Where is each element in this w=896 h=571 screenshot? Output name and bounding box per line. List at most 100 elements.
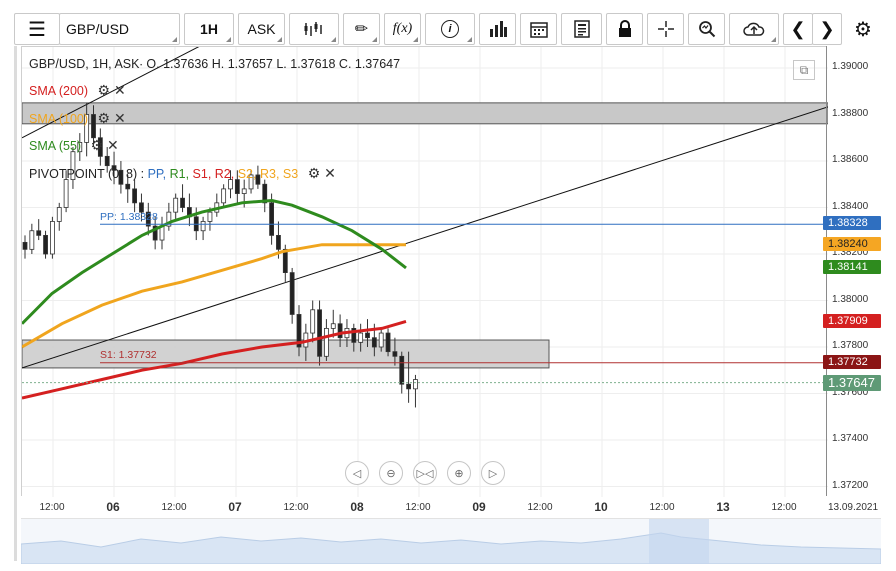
- info-button[interactable]: i: [425, 13, 475, 45]
- zoom-out-button[interactable]: ⊖: [379, 461, 403, 485]
- pivot-s3: S3: [282, 167, 299, 181]
- indicators-button[interactable]: [479, 13, 516, 45]
- candle-body: [36, 230, 42, 236]
- candle-body: [166, 211, 172, 227]
- lock-button[interactable]: [606, 13, 643, 45]
- news-icon: [573, 20, 590, 38]
- x-tick-label: 10: [594, 500, 608, 514]
- x-tick-label: 13: [716, 500, 730, 514]
- expand-button[interactable]: ⧉: [793, 60, 815, 80]
- timeframe-label: 1H: [200, 21, 218, 37]
- candle-body: [296, 314, 302, 348]
- zoom-in-icon: ⊕: [454, 467, 464, 480]
- price-tag: 1.38328: [823, 216, 881, 231]
- close-icon[interactable]: ✕: [114, 82, 126, 98]
- price-tag: 1.37732: [823, 354, 881, 369]
- candle-body: [49, 221, 55, 255]
- price-tag: 1.38240: [823, 236, 881, 251]
- close-icon[interactable]: ✕: [114, 110, 126, 126]
- function-icon: f(x): [392, 21, 413, 36]
- crosshair-button[interactable]: [647, 13, 684, 45]
- candle-body: [289, 272, 295, 315]
- candle-body: [241, 188, 247, 194]
- candle-body: [104, 155, 110, 167]
- gear-icon[interactable]: ⚙: [97, 110, 111, 126]
- sma55-line: [22, 198, 407, 325]
- gear-icon[interactable]: ⚙: [97, 82, 111, 98]
- pp-annotation: PP: 1.38328: [100, 211, 158, 223]
- y-tick-label: 1.38400: [832, 200, 869, 212]
- legend-pivot: PIVOTPOINT (0, 8) : PP, R1, S1, R2, S2, …: [29, 165, 336, 182]
- candle-body: [351, 327, 357, 343]
- candle-body: [330, 323, 336, 329]
- close-icon[interactable]: ✕: [324, 165, 336, 181]
- candle-body: [180, 197, 185, 208]
- x-tick-label: 07: [228, 500, 242, 514]
- triangle-left-icon: ◁: [352, 467, 362, 480]
- zoom-in-button[interactable]: ⊕: [447, 461, 471, 485]
- menu-icon: ☰: [28, 18, 46, 41]
- resistance-zone: [22, 102, 828, 125]
- pivot-pp: PP,: [147, 167, 167, 181]
- candle-body: [132, 188, 137, 204]
- legend-sma100: SMA (100) ⚙ ✕: [29, 110, 126, 127]
- symbol-selector[interactable]: GBP/USD: [59, 13, 180, 45]
- calendar-button[interactable]: [520, 13, 557, 45]
- candle-body: [378, 332, 384, 348]
- candle-body: [221, 188, 227, 204]
- candle-body: [43, 234, 48, 255]
- y-tick-label: 1.37800: [832, 340, 869, 351]
- overview-navigator[interactable]: [20, 518, 882, 565]
- zoom-button[interactable]: [688, 13, 725, 45]
- x-tick-label: 09: [472, 500, 486, 514]
- candle-body: [269, 202, 275, 236]
- timeframe-selector[interactable]: 1H: [184, 13, 234, 45]
- candle-body: [77, 142, 83, 153]
- pan-left-button[interactable]: ◁: [345, 461, 369, 485]
- gear-icon[interactable]: ⚙: [307, 165, 321, 181]
- candle-body: [145, 211, 151, 227]
- chart-area[interactable]: ⧉: [21, 46, 828, 497]
- expand-icon: ⧉: [799, 62, 809, 77]
- function-button[interactable]: f(x): [384, 13, 421, 45]
- scroll-left-button[interactable]: ❮: [783, 13, 813, 45]
- candle-body: [228, 179, 233, 190]
- symbol-label: GBP/USD: [66, 21, 130, 37]
- candle-body: [365, 332, 370, 339]
- candle-body: [310, 309, 316, 334]
- close-icon[interactable]: ✕: [107, 137, 119, 153]
- candle-body: [70, 151, 76, 180]
- x-tick-label: 12:00: [405, 502, 431, 513]
- cloud-upload-icon: [743, 22, 765, 36]
- draw-button[interactable]: ✏: [343, 13, 380, 45]
- menu-button[interactable]: ☰: [14, 13, 60, 45]
- candle-body: [29, 230, 35, 250]
- toolbar: ☰ GBP/USD 1H ASK ✏ f(x) i ❮ ❯: [0, 0, 896, 46]
- pan-right-button[interactable]: ▷: [481, 461, 505, 485]
- y-tick-label: 1.38200: [832, 247, 869, 258]
- news-button[interactable]: [561, 13, 602, 45]
- candle-body: [262, 183, 268, 204]
- x-tick-label: 12:00: [161, 502, 187, 513]
- candle-body: [63, 179, 69, 208]
- price-type-selector[interactable]: ASK: [238, 13, 285, 45]
- gear-icon[interactable]: ⚙: [90, 137, 104, 153]
- settings-button[interactable]: ⚙: [846, 13, 880, 45]
- price-tag: 1.37909: [823, 313, 881, 328]
- candle-body: [125, 183, 131, 190]
- x-tick-label: 12:00: [527, 502, 553, 513]
- cloud-button[interactable]: [729, 13, 779, 45]
- reset-view-button[interactable]: ▷◁: [413, 461, 437, 485]
- chevron-left-icon: ❮: [790, 18, 806, 39]
- chart-type-button[interactable]: [289, 13, 339, 45]
- trendline-upper: [22, 47, 200, 139]
- price-tag: 1.37647: [823, 374, 881, 391]
- x-tick-label: 13.09.2021: [827, 502, 879, 513]
- y-tick-label: 1.37400: [832, 433, 869, 444]
- info-icon: i: [441, 20, 459, 38]
- sma100-label: SMA (100): [29, 112, 89, 126]
- candle-body: [22, 241, 28, 250]
- scroll-right-button[interactable]: ❯: [812, 13, 842, 45]
- left-resize-handle[interactable]: [14, 46, 17, 561]
- candle-body: [207, 211, 213, 222]
